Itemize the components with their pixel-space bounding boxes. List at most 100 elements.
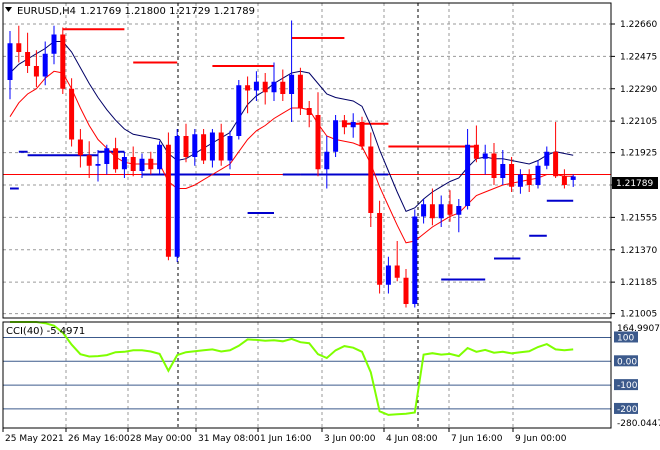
bull-candle <box>51 34 57 54</box>
bull-candle <box>104 148 110 164</box>
price-series <box>3 20 611 308</box>
bear-candle <box>165 144 171 257</box>
cci-panel-frame <box>2 321 612 429</box>
bear-candle <box>447 204 453 215</box>
cci-level-label: 100 <box>617 333 634 343</box>
x-tick-label: 28 May 00:00 <box>130 434 192 444</box>
bull-candle <box>482 153 488 159</box>
x-tick-label: 4 Jun 08:00 <box>386 434 438 444</box>
bear-candle <box>561 176 567 185</box>
dropdown-triangle-icon[interactable] <box>5 7 12 12</box>
cci-level-tag <box>614 331 638 343</box>
x-tick-label: 25 May 2021 <box>5 434 64 444</box>
cci-level-tag <box>614 379 638 391</box>
bear-candle <box>201 134 207 161</box>
cci-level-tag <box>614 402 638 414</box>
y-tick-label: 1.21185 <box>620 278 657 288</box>
bear-candle <box>86 155 92 166</box>
bull-candle <box>333 120 339 152</box>
y-tick-label: 1.21925 <box>620 149 657 159</box>
cci-level-tag <box>614 355 638 367</box>
y-tick-label: 1.22475 <box>620 52 657 62</box>
bear-candle <box>262 81 268 93</box>
bear-candle <box>473 144 479 159</box>
y-tick-label: 1.21555 <box>620 213 657 223</box>
bear-candle <box>33 66 39 77</box>
bear-candle <box>60 34 66 89</box>
bull-candle <box>121 157 127 170</box>
cci-min-value: -280.0447 <box>617 419 660 429</box>
bear-candle <box>130 157 136 171</box>
bull-candle <box>421 204 427 217</box>
bear-candle <box>148 158 154 170</box>
current-price-label: 1.21789 <box>616 179 653 189</box>
bull-candle <box>253 81 259 91</box>
x-tick-label: 1 Jun 16:00 <box>260 434 312 444</box>
x-tick-label: 31 May 08:00 <box>198 434 260 444</box>
x-tick-label: 9 Jun 00:00 <box>515 434 567 444</box>
bull-candle <box>42 53 48 77</box>
y-tick-label: 1.21370 <box>620 246 657 256</box>
x-tick-label: 3 Jun 00:00 <box>324 434 376 444</box>
y-tick-label: 1.21005 <box>620 310 657 320</box>
bull-candle <box>209 132 215 161</box>
bear-candle <box>297 74 303 108</box>
bear-candle <box>25 52 31 66</box>
bear-candle <box>553 151 559 177</box>
bear-candle <box>341 120 347 128</box>
bull-candle <box>157 144 163 170</box>
bear-candle <box>69 88 75 140</box>
bear-candle <box>509 164 515 187</box>
bear-candle <box>315 115 321 170</box>
bull-candle <box>500 164 506 178</box>
y-tick-label: 1.22660 <box>620 20 657 30</box>
cci-level-label: -100 <box>617 381 638 391</box>
x-tick-label: 7 Jun 16:00 <box>451 434 503 444</box>
bear-candle <box>526 174 532 185</box>
x-tick-label: 26 May 16:00 <box>68 434 130 444</box>
bull-candle <box>289 74 295 94</box>
bull-candle <box>456 206 462 215</box>
bull-candle <box>95 164 101 166</box>
bull-candle <box>465 144 471 206</box>
ohlc-readout: 1.21769 1.21800 1.21729 1.21789 <box>80 6 255 17</box>
bear-candle <box>359 122 365 147</box>
bear-candle <box>113 148 119 170</box>
bear-candle <box>280 81 286 94</box>
y-tick-label: 1.22105 <box>620 117 657 127</box>
bear-candle <box>16 43 22 52</box>
bull-candle <box>385 265 391 285</box>
y-tick-label: 1.22290 <box>620 85 657 95</box>
symbol-label: EURUSD,H4 <box>17 6 76 17</box>
bear-candle <box>218 132 224 161</box>
cci-grid <box>3 322 611 428</box>
bull-candle <box>271 81 277 93</box>
cci-label: CCI(40) -5.4971 <box>6 326 85 337</box>
bear-candle <box>368 146 374 213</box>
cci-line <box>10 321 574 416</box>
bull-candle <box>192 134 198 157</box>
bear-candle <box>183 136 189 157</box>
bear-candle <box>403 277 409 304</box>
bear-candle <box>77 139 83 156</box>
bull-candle <box>438 204 444 219</box>
bear-candle <box>306 108 312 115</box>
cci-max-value: 164.9907 <box>617 324 660 334</box>
current-price-tag <box>612 177 658 189</box>
bear-candle <box>377 213 383 285</box>
bull-candle <box>139 158 145 171</box>
bear-candle <box>429 204 435 219</box>
bull-candle <box>535 165 541 185</box>
bear-candle <box>491 153 497 178</box>
bull-candle <box>324 151 330 170</box>
bull-candle <box>174 136 180 257</box>
bull-candle <box>517 174 523 187</box>
bull-candle <box>570 176 576 180</box>
bull-candle <box>227 136 233 161</box>
bull-candle <box>544 151 550 166</box>
bull-candle <box>350 122 356 128</box>
bear-candle <box>394 265 400 278</box>
bull-candle <box>412 216 418 304</box>
